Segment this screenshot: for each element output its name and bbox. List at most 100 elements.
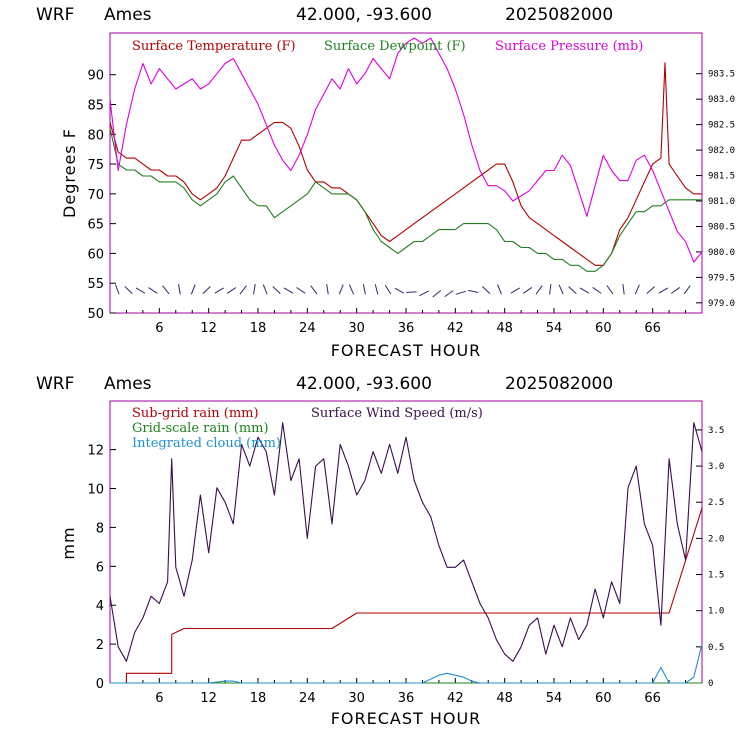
- top-header-coords: 42.000, -93.600: [296, 5, 432, 25]
- wind-barb-mark: [670, 286, 681, 294]
- bottom-y-tick-label: 0: [96, 677, 104, 692]
- bottom-y2-tick-label: 0.5: [708, 643, 724, 653]
- wind-barb-mark: [432, 290, 442, 298]
- wind-barb-mark: [497, 284, 502, 295]
- series-line-surface-pressure-mb: [109, 37, 703, 263]
- bottom-y-tick-label: 12: [87, 444, 104, 459]
- wind-barb-mark: [202, 286, 211, 295]
- bottom-header-run: 2025082000: [505, 374, 613, 394]
- legend-integrated-cloud: Integrated cloud (mm): [132, 436, 281, 451]
- top-x-axis-title: FORECAST HOUR: [331, 341, 482, 360]
- wind-barb-mark: [549, 284, 552, 295]
- bottom-header-coords: 42.000, -93.600: [296, 374, 432, 394]
- wind-barb-mark: [455, 290, 466, 295]
- wind-barb-mark: [310, 285, 318, 295]
- wind-barb-mark: [178, 284, 181, 295]
- series-line-surface-dewpoint-f: [109, 128, 702, 272]
- top-x-tick-label: 24: [299, 321, 316, 336]
- bottom-plot-area: 6 12 18 24 30 36 42 48 54 60 6602468101200.51.01.5…: [87, 422, 724, 706]
- bottom-x-tick-label: 30: [348, 691, 365, 706]
- top-x-tick-label: 6: [155, 321, 163, 336]
- bottom-y-tick-label: 6: [96, 560, 104, 575]
- wind-barb-mark: [658, 287, 669, 294]
- wind-barb-mark: [522, 287, 533, 294]
- bottom-x-tick-label: 66: [644, 691, 661, 706]
- top-y2-tick-label: 979.0: [708, 299, 735, 309]
- legend-temperature: Surface Temperature (F): [132, 39, 296, 54]
- bottom-y-tick-label: 10: [87, 483, 104, 498]
- wind-barb-mark: [535, 285, 543, 295]
- top-y2-tick-label: 981.5: [708, 172, 735, 182]
- top-y2-tick-label: 980.5: [708, 222, 735, 232]
- bottom-y2-tick-label: 1.5: [708, 571, 724, 581]
- wind-barb-mark: [482, 286, 491, 295]
- wind-barb-mark: [444, 290, 454, 298]
- top-y2-tick-label: 983.0: [708, 95, 735, 105]
- wind-barb-mark: [124, 286, 133, 295]
- top-plot-area: 6 12 18 24 30 36 42 48 54 60 66 50 55 60 65 70 75 80 85 90 9…: [87, 37, 735, 336]
- bottom-y2-tick-label: 0: [708, 679, 713, 689]
- wind-barb-mark: [283, 287, 294, 294]
- wind-barb-mark: [190, 284, 196, 295]
- top-y-tick-label: 80: [87, 128, 104, 143]
- wind-barb-mark: [262, 284, 268, 295]
- wind-barb-mark: [239, 285, 247, 295]
- bottom-y2-tick-label: 3.5: [708, 426, 724, 436]
- top-y-tick-label: 55: [87, 277, 104, 292]
- top-header-run: 2025082000: [505, 5, 613, 25]
- bottom-y2-tick-label: 2.5: [708, 498, 724, 508]
- top-header-station: Ames: [104, 5, 152, 25]
- series-line-sub-grid-rain-mm: [110, 507, 703, 684]
- wind-barb-mark: [374, 284, 379, 295]
- wind-barb-mark: [683, 285, 691, 295]
- bottom-x-axis-title: FORECAST HOUR: [331, 709, 482, 728]
- top-x-tick-label: 18: [250, 321, 267, 336]
- wind-barb-mark: [348, 284, 354, 295]
- top-x-tick-label: 12: [200, 321, 217, 336]
- legend-pressure: Surface Pressure (mb): [495, 39, 643, 54]
- bottom-x-tick-label: 24: [299, 691, 316, 706]
- wind-barb-mark: [467, 289, 479, 293]
- top-y2-tick-label: 982.5: [708, 121, 735, 131]
- wind-barb-mark: [135, 287, 146, 294]
- wind-barb-mark: [296, 287, 306, 294]
- bottom-y2-tick-label: 3.0: [708, 462, 724, 472]
- wind-barb-mark: [606, 285, 614, 295]
- bottom-y-tick-label: 2: [96, 638, 104, 653]
- top-x-tick-label: 66: [644, 321, 661, 336]
- wind-barb-mark: [384, 285, 392, 295]
- wind-barb-mark: [579, 287, 590, 294]
- legend-subgrid-rain: Sub-grid rain (mm): [132, 406, 259, 421]
- top-y-tick-label: 60: [87, 247, 104, 262]
- wind-barb-mark: [558, 284, 564, 295]
- bottom-x-tick-label: 12: [200, 691, 217, 706]
- wind-barb-mark: [338, 284, 344, 295]
- top-y2-tick-label: 980.0: [708, 248, 735, 258]
- top-header-model: WRF: [36, 5, 74, 25]
- bottom-y2-tick-label: 1.0: [708, 607, 724, 617]
- top-y-tick-label: 70: [87, 188, 104, 203]
- top-y-tick-label: 90: [87, 69, 104, 84]
- wind-barb-mark: [419, 290, 429, 297]
- series-line-surface-wind-speed-m-s: [109, 422, 703, 662]
- top-y2-tick-label: 983.5: [708, 70, 735, 80]
- wind-barb-mark: [272, 286, 281, 295]
- bottom-x-tick-label: 6: [155, 691, 163, 706]
- wind-barb-mark: [394, 287, 405, 294]
- bottom-header-station: Ames: [104, 374, 152, 394]
- bottom-x-tick-label: 36: [398, 691, 415, 706]
- bottom-x-tick-label: 48: [496, 691, 513, 706]
- top-y-axis-title: Degrees F: [60, 128, 79, 218]
- top-y-tick-label: 65: [87, 218, 104, 233]
- wind-barb-mark: [326, 284, 329, 295]
- top-x-tick-label: 36: [398, 321, 415, 336]
- top-x-tick-label: 54: [546, 321, 563, 336]
- top-y-tick-label: 50: [87, 307, 104, 322]
- bottom-y-axis-title: mm: [59, 526, 78, 559]
- top-x-tick-label: 30: [348, 321, 365, 336]
- wind-barb-mark: [568, 286, 577, 294]
- wind-barb-mark: [226, 287, 237, 294]
- bottom-y2-tick-label: 2.0: [708, 534, 724, 544]
- bottom-x-tick-label: 60: [595, 691, 612, 706]
